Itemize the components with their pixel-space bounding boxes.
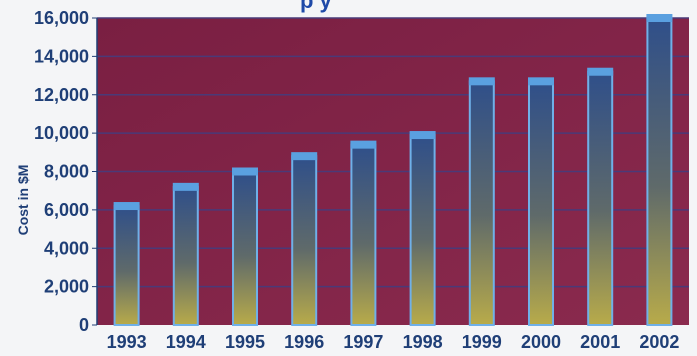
bar-cap bbox=[587, 67, 614, 76]
chart-title: p y bbox=[300, 0, 333, 13]
x-tick-label: 2002 bbox=[639, 332, 679, 352]
x-tick-label: 2001 bbox=[580, 332, 620, 352]
bar-cap bbox=[172, 182, 199, 191]
bar-body bbox=[646, 17, 673, 326]
y-tick-label: 12,000 bbox=[34, 85, 89, 105]
y-tick-label: 2,000 bbox=[44, 277, 89, 297]
bar-1994 bbox=[172, 182, 199, 326]
y-tick-label: 4,000 bbox=[44, 238, 89, 258]
bar-cap bbox=[409, 131, 436, 140]
bar-2000 bbox=[528, 77, 554, 326]
bar-2001 bbox=[587, 67, 614, 326]
y-axis-title: Cost in $M bbox=[15, 165, 31, 236]
bar-cap bbox=[232, 167, 258, 176]
y-tick-label: 8,000 bbox=[44, 162, 89, 182]
bar-body bbox=[587, 70, 614, 326]
bar-cap bbox=[350, 140, 377, 149]
x-tick-label: 1993 bbox=[107, 332, 147, 352]
bar-2002 bbox=[646, 14, 673, 326]
bar-cap bbox=[113, 202, 140, 211]
x-tick-label: 1999 bbox=[462, 332, 502, 352]
bar-1999 bbox=[468, 77, 495, 326]
bar-1997 bbox=[350, 140, 377, 326]
bar-1993 bbox=[113, 202, 140, 327]
bar-cap bbox=[468, 77, 495, 86]
bar-body bbox=[350, 143, 377, 326]
bar-body bbox=[528, 80, 554, 326]
x-tick-label: 1998 bbox=[403, 332, 443, 352]
x-tick-label: 2000 bbox=[521, 332, 561, 352]
y-axis-ticks: 0 2,000 4,000 6,000 8,000 10,000 12,000 14,000 1… bbox=[34, 8, 97, 335]
bar-body bbox=[291, 155, 318, 326]
bar-1996 bbox=[291, 152, 318, 326]
bar-body bbox=[409, 134, 436, 326]
bar-1995 bbox=[232, 167, 258, 326]
bar-cap bbox=[528, 77, 554, 86]
bar-cap bbox=[646, 14, 673, 22]
x-axis-ticks: 1993 1994 1995 1996 1997 1998 1999 2000 2001 2002 bbox=[107, 332, 680, 352]
bars-layer bbox=[113, 14, 673, 327]
x-tick-label: 1994 bbox=[166, 332, 206, 352]
bar-1998 bbox=[409, 131, 436, 326]
y-tick-label: 0 bbox=[79, 315, 89, 335]
y-tick-label: 10,000 bbox=[34, 123, 89, 143]
x-tick-label: 1996 bbox=[284, 332, 324, 352]
y-tick-label: 16,000 bbox=[34, 8, 89, 28]
bar-cap bbox=[291, 152, 318, 161]
y-tick-label: 14,000 bbox=[34, 46, 89, 66]
y-tick-label: 6,000 bbox=[44, 200, 89, 220]
bar-body bbox=[113, 205, 140, 327]
x-tick-label: 1995 bbox=[225, 332, 265, 352]
bar-body bbox=[172, 185, 199, 326]
x-tick-label: 1997 bbox=[343, 332, 383, 352]
bar-body bbox=[232, 170, 258, 326]
bar-body bbox=[468, 80, 495, 326]
